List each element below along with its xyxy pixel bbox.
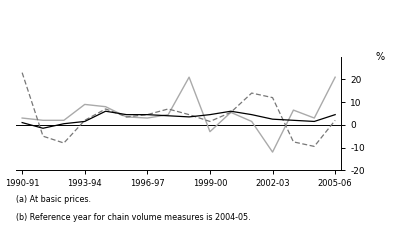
Y-axis label: %: % — [376, 52, 385, 62]
Text: (b) Reference year for chain volume measures is 2004-05.: (b) Reference year for chain volume meas… — [16, 213, 251, 222]
Text: (a) At basic prices.: (a) At basic prices. — [16, 195, 91, 204]
